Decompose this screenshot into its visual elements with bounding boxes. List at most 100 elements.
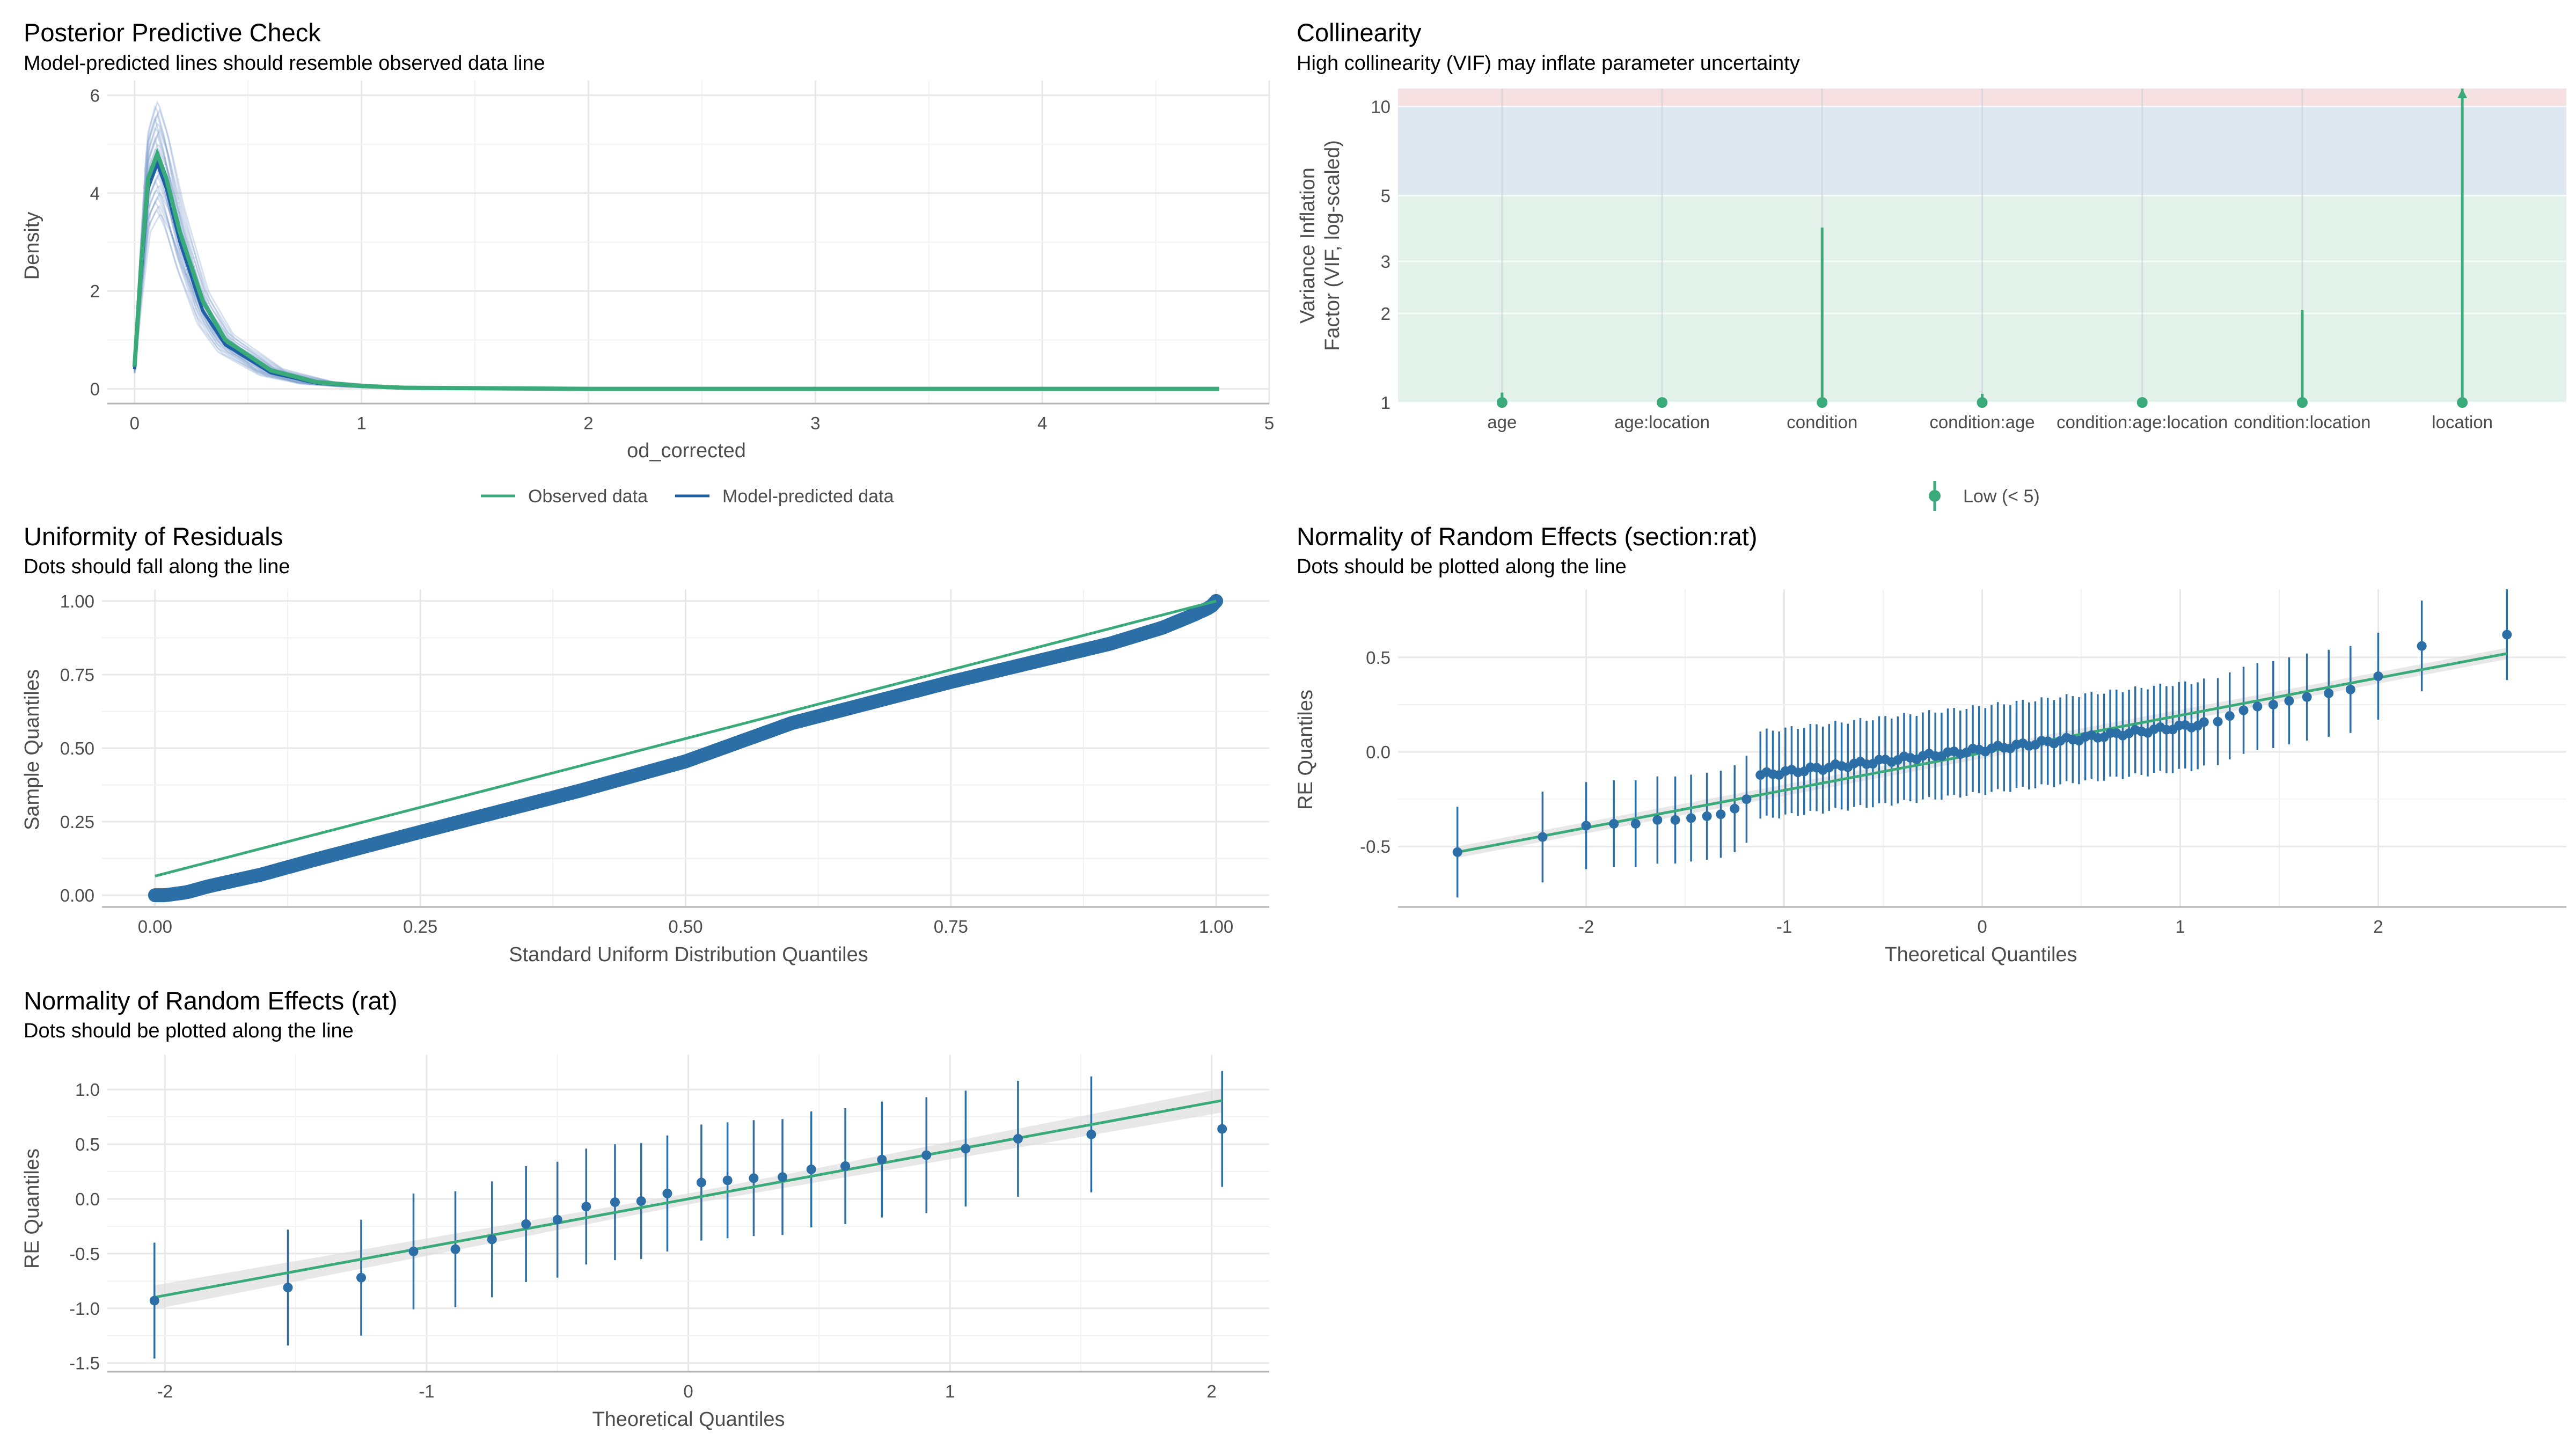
y-tick-label: 2	[1381, 304, 1391, 324]
re-point	[1652, 815, 1663, 825]
x-tick-label: 0.00	[138, 917, 172, 936]
x-tick-label: 2	[1207, 1381, 1217, 1401]
y-axis-label: Variance Inflation Factor (VIF, log-scale…	[1297, 140, 1344, 351]
legend-label-observed: Observed data	[528, 486, 648, 507]
y-axis-label: RE Quantiles	[21, 1148, 43, 1269]
model-predicted-draw	[134, 144, 1219, 390]
re-point	[1013, 1133, 1023, 1144]
re-point	[610, 1197, 620, 1208]
model-predicted-draw	[134, 165, 1219, 390]
y-tick-label: 10	[1371, 97, 1391, 116]
y-axis-label-line: Factor (VIF, log-scaled)	[1321, 140, 1344, 351]
grid: 1 2 3 5 10 age age:location condition condition:…	[1371, 89, 2566, 432]
x-tick-label: 1	[945, 1381, 955, 1401]
chart-title: Normality of Random Effects (section:rat…	[1297, 522, 1757, 551]
re-point	[778, 1172, 788, 1182]
collinearity-panel: Collinearity High collinearity (VIF) may…	[1297, 18, 2566, 511]
grid: 0 1 2 3 4 5 0 2 4 6	[90, 80, 1274, 433]
vif-point-condition:location	[2296, 397, 2308, 408]
x-axis-label: Theoretical Quantiles	[1884, 943, 2077, 966]
re-point	[1581, 821, 1591, 831]
y-axis-label: RE Quantiles	[1294, 690, 1317, 810]
plot-area: -2 -1 0 1 2 -1.5 -1.0 -0.5 0.0 0.5 1.0	[69, 1055, 1269, 1401]
x-tick-label: -1	[419, 1381, 434, 1401]
chart-subtitle: Dots should be plotted along the line	[1297, 555, 1627, 578]
normality-random-effects-section-rat-panel: Normality of Random Effects (section:rat…	[1294, 522, 2566, 966]
model-predicted-draw	[134, 122, 1219, 390]
re-point	[2268, 699, 2278, 709]
x-tick-label: 2	[583, 413, 593, 433]
x-tick-label: 4	[1037, 413, 1047, 433]
re-point	[696, 1177, 706, 1188]
chart-subtitle: Dots should fall along the line	[24, 555, 290, 578]
reference-line	[154, 1099, 1223, 1299]
vif-point-age:location	[1657, 397, 1668, 408]
grid: -2 -1 0 1 2 -1.5 -1.0 -0.5 0.0 0.5 1.0	[69, 1055, 1269, 1401]
model-predicted-draw	[134, 107, 1219, 390]
re-point	[1702, 811, 1712, 821]
model-predicted-draw	[134, 200, 1219, 390]
model-predicted-draw	[134, 133, 1219, 390]
re-point	[552, 1214, 562, 1225]
x-tick-label: 0.25	[403, 917, 437, 936]
re-point	[840, 1161, 851, 1171]
y-tick-label: 3	[1381, 252, 1391, 272]
re-point	[521, 1219, 531, 1229]
y-tick-label: 0.75	[60, 665, 94, 685]
x-axis-label: Standard Uniform Distribution Quantiles	[509, 943, 868, 966]
model-predicted-draw	[134, 152, 1219, 390]
re-point	[487, 1234, 497, 1245]
re-point	[1730, 803, 1740, 814]
normality-random-effects-rat-panel: Normality of Random Effects (rat) Dots s…	[21, 986, 1269, 1431]
x-tick-label: 1	[356, 413, 366, 433]
legend: Low (< 5)	[1929, 481, 2040, 511]
re-point	[1670, 815, 1680, 825]
x-tick-label: condition:age	[1929, 412, 2035, 432]
re-point	[2373, 671, 2383, 682]
re-point	[1609, 818, 1619, 829]
re-point	[2345, 684, 2355, 694]
chart-title: Normality of Random Effects (rat)	[24, 986, 398, 1015]
sample-quantile-points	[148, 594, 1224, 903]
model-predicted-draw	[134, 204, 1219, 390]
vif-point-age	[1496, 397, 1507, 408]
observed-data-line	[132, 148, 1219, 391]
x-tick-label: 1.00	[1199, 917, 1233, 936]
y-tick-label: 0.5	[1366, 648, 1391, 668]
plot-area: -2 -1 0 1 2 -0.5 0.0 0.5	[1360, 589, 2566, 936]
x-tick-label: 1	[2175, 917, 2185, 936]
x-axis-label: Theoretical Quantiles	[592, 1408, 785, 1431]
y-tick-label: -0.5	[1360, 837, 1391, 857]
model-predicted-draw	[134, 149, 1219, 390]
model-predicted-draw	[134, 135, 1219, 390]
y-tick-label: 0.5	[75, 1135, 100, 1154]
re-point	[662, 1188, 672, 1198]
vif-point-condition	[1817, 397, 1828, 408]
chart-subtitle: High collinearity (VIF) may inflate para…	[1297, 52, 1800, 75]
y-tick-label: 1.00	[60, 591, 94, 611]
x-axis-label: od_corrected	[627, 440, 746, 462]
y-axis-label: Density	[21, 212, 43, 280]
model-predicted-draw	[134, 148, 1219, 390]
model-predicted-draw	[134, 173, 1219, 390]
model-predicted-draw	[134, 128, 1219, 390]
plot-area: 0.00 0.25 0.50 0.75 1.00 0.00 0.25 0.50 0.75 1.00	[60, 589, 1269, 936]
y-tick-label: 6	[90, 85, 100, 105]
chart-title: Uniformity of Residuals	[24, 522, 283, 551]
vif-point-condition:age	[1977, 397, 1988, 408]
x-tick-label: 0.75	[934, 917, 968, 936]
y-tick-label: 1	[1381, 393, 1391, 413]
chart-title: Collinearity	[1297, 18, 1422, 47]
x-tick-label: 0.50	[668, 917, 702, 936]
reference-line	[155, 599, 1217, 877]
model-predicted-draw	[134, 171, 1219, 390]
re-point	[2199, 717, 2209, 727]
re-point	[806, 1164, 816, 1174]
re-point	[1217, 1124, 1227, 1134]
re-point	[2213, 716, 2223, 727]
model-predicted-line	[133, 159, 1219, 391]
x-tick-label: age	[1487, 412, 1517, 432]
re-point	[749, 1173, 759, 1183]
y-tick-label: -1.5	[69, 1353, 100, 1373]
legend-key-low-point	[1929, 490, 1941, 502]
